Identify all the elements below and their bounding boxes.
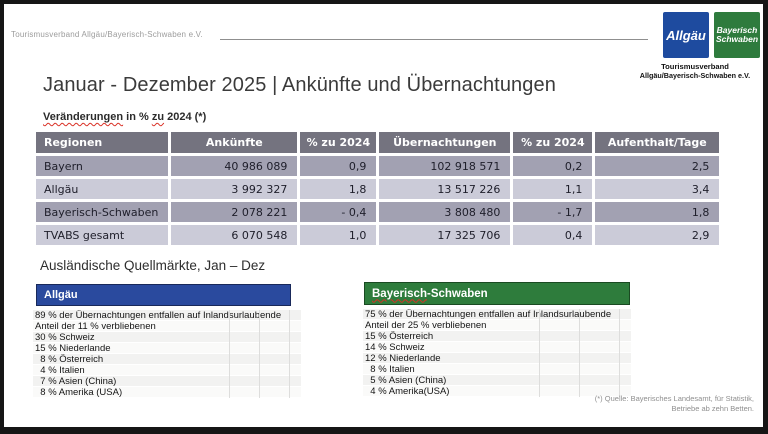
quellmaerkte-heading: Ausländische Quellmärkte, Jan – Dez xyxy=(40,258,266,273)
table-header-row: Regionen Ankünfte % zu 2024 Übernachtung… xyxy=(36,132,720,153)
column-header-regionen: Regionen xyxy=(36,132,169,153)
column-header-pct-2024-b: % zu 2024 xyxy=(513,132,593,153)
grid-line xyxy=(539,309,540,397)
table-row-tvabs-gesamt: TVABS gesamt 6 070 548 1,0 17 325 706 0,… xyxy=(36,225,720,245)
list-item: 8 % Österreich xyxy=(33,354,301,365)
table-cell: TVABS gesamt xyxy=(36,225,169,245)
table-cell: 0,4 xyxy=(513,225,593,245)
table-cell: - 0,4 xyxy=(300,202,377,222)
table-cell: - 1,7 xyxy=(513,202,593,222)
subtitle-part2: in % xyxy=(123,111,152,123)
column-header-aufenthalt: Aufenthalt/Tage xyxy=(595,132,720,153)
logo-squares: Allgäu Bayerisch Schwaben xyxy=(630,12,760,58)
list-item: 14 % Schweiz xyxy=(363,342,631,353)
list-item: Anteil der 25 % verbliebenen xyxy=(363,320,631,331)
logo-caption-line2: Allgäu/Bayerisch-Schwaben e.V. xyxy=(639,71,751,80)
list-item: 15 % Österreich xyxy=(363,331,631,342)
source-footnote-line2: Betriebe ab zehn Betten. xyxy=(671,404,754,413)
allgaeu-logo-label: Allgäu xyxy=(666,27,706,43)
org-name-text: Tourismusverband Allgäu/Bayerisch-Schwab… xyxy=(11,30,203,39)
table-cell: 17 325 706 xyxy=(379,225,511,245)
table-cell: 102 918 571 xyxy=(379,156,511,176)
table-cell: 13 517 226 xyxy=(379,179,511,199)
statistics-table: Regionen Ankünfte % zu 2024 Übernachtung… xyxy=(33,129,722,248)
bayerisch-schwaben-box-header: Bayerisch -Schwaben xyxy=(364,282,630,305)
table-cell: 3 808 480 xyxy=(379,202,511,222)
grid-line xyxy=(229,310,230,398)
grid-line xyxy=(259,310,260,398)
table-cell: 2,5 xyxy=(595,156,720,176)
table-cell: 6 070 548 xyxy=(171,225,298,245)
table-cell: Bayern xyxy=(36,156,169,176)
grid-line xyxy=(289,310,290,398)
column-header-ankuenfte: Ankünfte xyxy=(171,132,298,153)
table-row-allgaeu: Allgäu 3 992 327 1,8 13 517 226 1,1 3,4 xyxy=(36,179,720,199)
table-cell: 1,0 xyxy=(300,225,377,245)
bayerisch-schwaben-quellmaerkte-list: 75 % der Übernachtungen entfallen auf In… xyxy=(363,309,631,397)
page-title: Januar - Dezember 2025 | Ankünfte und Üb… xyxy=(43,74,556,96)
table-cell: 3,4 xyxy=(595,179,720,199)
list-item: Anteil der 11 % verbliebenen xyxy=(33,321,301,332)
bayerisch-logo-line1: Bayerisch xyxy=(716,24,758,35)
column-header-pct-2024-a: % zu 2024 xyxy=(300,132,377,153)
source-footnote: (*) Quelle: Bayerisches Landesamt, für S… xyxy=(454,394,754,414)
table-cell: 1,8 xyxy=(300,179,377,199)
list-item: 7 % Asien (China) xyxy=(33,376,301,387)
list-item: 15 % Niederlande xyxy=(33,343,301,354)
table-cell: Bayerisch-Schwaben xyxy=(36,202,169,222)
table-cell: 2 078 221 xyxy=(171,202,298,222)
table-cell: 2,9 xyxy=(595,225,720,245)
allgaeu-box-header: Allgäu xyxy=(36,284,291,306)
list-item: 12 % Niederlande xyxy=(363,353,631,364)
logo-caption-line1: Tourismusverband xyxy=(661,62,729,71)
bayerisch-schwaben-logo: Bayerisch Schwaben xyxy=(714,12,760,58)
table-cell: 1,8 xyxy=(595,202,720,222)
source-footnote-line1: (*) Quelle: Bayerisches Landesamt, für S… xyxy=(594,394,754,403)
subtitle-part1: Veränderungen xyxy=(43,111,124,123)
table-cell: 40 986 089 xyxy=(171,156,298,176)
grid-line xyxy=(579,309,580,397)
list-item: 4 % Italien xyxy=(33,365,301,376)
table-row-bayerisch-schwaben: Bayerisch-Schwaben 2 078 221 - 0,4 3 808… xyxy=(36,202,720,222)
table-cell: 1,1 xyxy=(513,179,593,199)
table-cell: 0,2 xyxy=(513,156,593,176)
list-item: 5 % Asien (China) xyxy=(363,375,631,386)
subtitle-part4: 2024 (*) xyxy=(164,111,207,123)
allgaeu-box-title: Allgäu xyxy=(44,289,78,301)
subtitle: Veränderungen in % zu 2024 (*) xyxy=(43,111,206,123)
list-item: 30 % Schweiz xyxy=(33,332,301,343)
table-cell: 3 992 327 xyxy=(171,179,298,199)
table-cell: 0,9 xyxy=(300,156,377,176)
list-item: 89 % der Übernachtungen entfallen auf In… xyxy=(33,310,301,321)
bayerisch-schwaben-box-title-part2: -Schwaben xyxy=(426,287,488,300)
table-cell: Allgäu xyxy=(36,179,169,199)
grid-line xyxy=(619,309,620,397)
logo-caption: Tourismusverband Allgäu/Bayerisch-Schwab… xyxy=(630,62,760,80)
column-header-uebernachtungen: Übernachtungen xyxy=(379,132,511,153)
table-row-bayern: Bayern 40 986 089 0,9 102 918 571 0,2 2,… xyxy=(36,156,720,176)
bayerisch-schwaben-box-title-part1: Bayerisch xyxy=(372,287,427,300)
list-item: 8 % Italien xyxy=(363,364,631,375)
list-item: 75 % der Übernachtungen entfallen auf In… xyxy=(363,309,631,320)
list-item: 4 % Amerika(USA) xyxy=(363,386,631,397)
logo-block: Allgäu Bayerisch Schwaben Tourismusverba… xyxy=(630,12,760,80)
subtitle-part3: zu xyxy=(151,111,165,123)
allgaeu-quellmaerkte-list: 89 % der Übernachtungen entfallen auf In… xyxy=(33,310,301,398)
bayerisch-logo-line2: Schwaben xyxy=(715,34,759,44)
list-item: 8 % Amerika (USA) xyxy=(33,387,301,398)
header-divider-line xyxy=(220,39,648,40)
allgaeu-logo: Allgäu xyxy=(663,12,709,58)
